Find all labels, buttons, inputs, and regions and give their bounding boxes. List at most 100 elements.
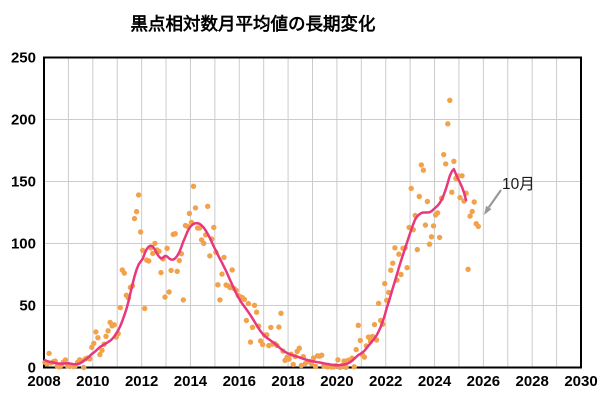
scatter-point bbox=[93, 329, 99, 335]
x-tick-label: 2010 bbox=[76, 373, 109, 390]
scatter-point bbox=[298, 362, 304, 369]
scatter-point bbox=[196, 225, 203, 231]
scatter-point bbox=[247, 339, 254, 345]
smoothed-line-series bbox=[43, 167, 468, 367]
scatter-point bbox=[140, 247, 146, 254]
scatter-point bbox=[158, 269, 164, 276]
scatter-point bbox=[62, 357, 69, 363]
x-tick-labels: 2008 2010 2012 2014 2016 2018 2020 2022 2024 2026… bbox=[27, 373, 597, 390]
x-tick-label: 2022 bbox=[369, 373, 402, 390]
x-tick-label: 2018 bbox=[271, 373, 304, 390]
scatter-point bbox=[205, 203, 211, 209]
scatter-point bbox=[131, 215, 138, 222]
scatter-point bbox=[201, 240, 207, 246]
x-tick-label: 2026 bbox=[467, 373, 500, 390]
x-tick-label: 2028 bbox=[515, 373, 548, 390]
scatter-point bbox=[221, 254, 227, 261]
scatter-point bbox=[424, 198, 431, 205]
x-tick-label: 2024 bbox=[418, 373, 452, 390]
scatter-point bbox=[135, 192, 142, 198]
scatter-point bbox=[390, 260, 396, 266]
scatter-point bbox=[388, 267, 394, 273]
scatter-point bbox=[227, 284, 233, 291]
scatter-point bbox=[105, 328, 111, 334]
scatter-point bbox=[416, 193, 422, 200]
scatter-point bbox=[343, 364, 349, 370]
scatter-point bbox=[469, 208, 475, 215]
scatter-point bbox=[150, 250, 156, 257]
smoothed-line bbox=[43, 167, 468, 367]
scatter-point bbox=[186, 210, 193, 217]
scatter-point bbox=[260, 341, 266, 348]
x-tick-label: 2012 bbox=[125, 373, 158, 390]
y-tick-label: 50 bbox=[19, 298, 36, 315]
chart-title: 黒点相対数月平均値の長期変化 bbox=[131, 14, 376, 34]
scatter-point bbox=[408, 185, 414, 192]
plot-frame bbox=[43, 56, 582, 369]
scatter-point bbox=[229, 267, 235, 273]
scatter-point bbox=[251, 302, 258, 308]
scatter-point bbox=[404, 265, 410, 271]
scatter-point bbox=[253, 309, 260, 315]
scatter-point bbox=[166, 289, 172, 295]
plot-frame-group bbox=[43, 56, 582, 369]
scatter-point bbox=[192, 205, 199, 211]
scatter-point bbox=[81, 364, 87, 371]
scatter-point bbox=[286, 356, 292, 362]
scatter-point bbox=[445, 121, 451, 127]
scatter-point bbox=[451, 158, 457, 164]
scatter-point bbox=[457, 194, 463, 201]
scatter-point bbox=[422, 222, 429, 228]
scatter-point bbox=[465, 266, 471, 272]
scatter-point bbox=[447, 97, 453, 104]
scatter-point bbox=[361, 354, 368, 360]
scatter-point bbox=[449, 189, 455, 195]
scatter-point bbox=[276, 324, 282, 330]
scatter-point bbox=[296, 345, 302, 351]
annotation-label: 10月 bbox=[502, 176, 535, 193]
y-tick-label: 150 bbox=[11, 174, 36, 191]
scatter-point bbox=[164, 245, 170, 251]
scatter-point bbox=[357, 337, 363, 344]
scatter-point bbox=[396, 251, 402, 257]
scatter-point bbox=[46, 350, 52, 357]
scatter-point bbox=[392, 245, 398, 251]
scatter-point bbox=[475, 223, 481, 230]
x-tick-label: 2020 bbox=[320, 373, 353, 390]
scatter-point bbox=[443, 161, 449, 167]
scatter-point bbox=[278, 310, 284, 316]
scatter-point bbox=[414, 246, 420, 253]
scatter-point bbox=[176, 257, 182, 264]
scatter-point bbox=[174, 268, 180, 274]
scatter-point bbox=[290, 361, 296, 368]
scatter-point bbox=[459, 173, 465, 179]
scatter-point bbox=[249, 324, 256, 330]
scatter-point bbox=[137, 229, 144, 235]
scatter-point bbox=[111, 322, 117, 328]
scatter-point bbox=[117, 304, 124, 311]
scatter-point bbox=[99, 347, 105, 353]
scatter-point bbox=[418, 162, 424, 168]
scatter-point bbox=[428, 234, 435, 240]
scatter-point bbox=[310, 355, 317, 361]
y-tick-label: 200 bbox=[11, 112, 36, 129]
scatter-point bbox=[241, 296, 248, 303]
scatter-point bbox=[365, 334, 372, 340]
scatter-point bbox=[219, 271, 225, 277]
scatter-point bbox=[146, 258, 152, 264]
y-tick-label: 250 bbox=[11, 50, 36, 67]
x-tick-label: 2030 bbox=[564, 373, 597, 390]
gridlines-group bbox=[44, 57, 581, 368]
scatter-point bbox=[355, 322, 361, 328]
scatter-point bbox=[190, 183, 197, 189]
scatter-point bbox=[434, 210, 441, 216]
x-tick-label: 2014 bbox=[174, 373, 208, 390]
scatter-point bbox=[371, 321, 378, 328]
annotation-arrow-shaft bbox=[487, 189, 502, 209]
scatter-point bbox=[436, 234, 443, 241]
scatter-point bbox=[211, 224, 217, 231]
scatter-point bbox=[133, 208, 140, 215]
scatter-point bbox=[89, 344, 95, 350]
scatter-series-monthly bbox=[42, 97, 481, 371]
